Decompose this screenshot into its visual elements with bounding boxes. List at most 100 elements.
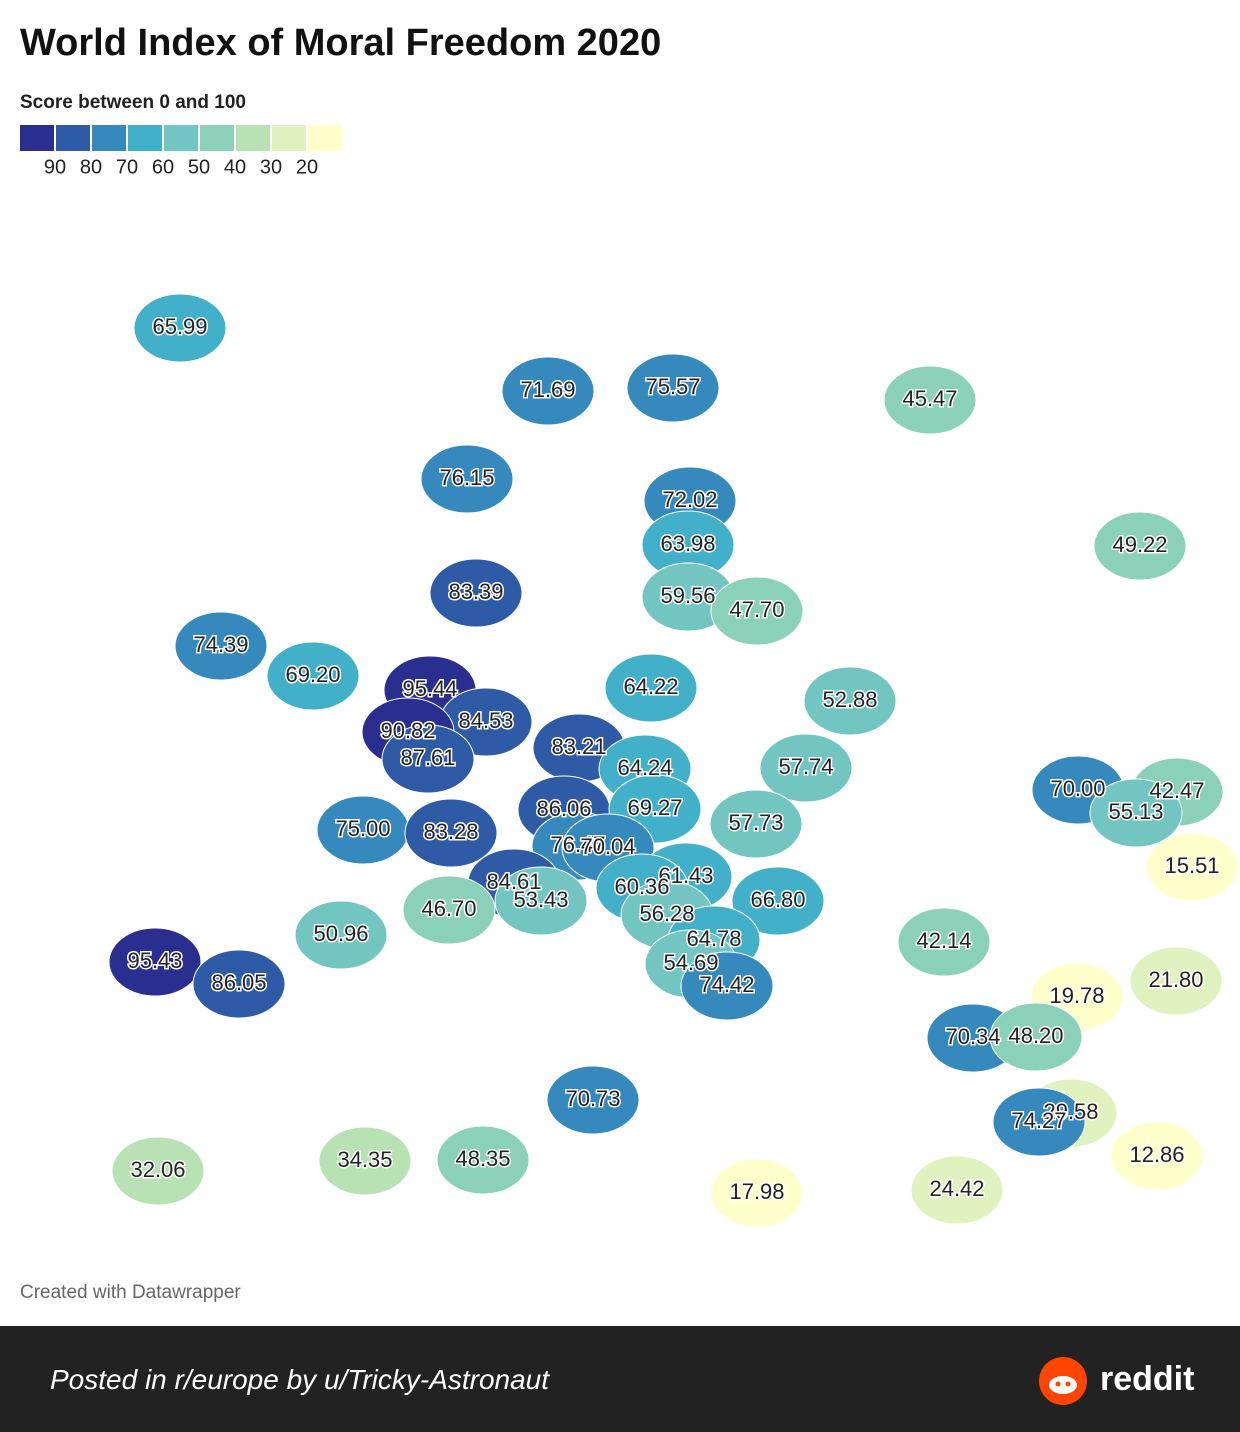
country-value: 64.22: [623, 674, 678, 699]
country-value: 76.15: [439, 465, 494, 490]
country-value: 42.14: [916, 928, 971, 953]
country: [381, 724, 475, 794]
country: [318, 1126, 412, 1196]
country: [604, 653, 698, 723]
country-value: 95.43: [127, 948, 182, 973]
country-value: 74.42: [699, 972, 754, 997]
legend-swatch: [164, 125, 198, 151]
country-value: 53.43: [513, 887, 568, 912]
country: [133, 293, 227, 363]
country-value: 12.86: [1129, 1142, 1184, 1167]
country-value: 69.20: [285, 662, 340, 687]
country: [1145, 832, 1239, 902]
legend-swatch: [272, 125, 306, 151]
country: [803, 666, 897, 736]
country: [680, 951, 774, 1021]
legend-tick: 40: [224, 156, 246, 178]
country-value: 83.28: [423, 819, 478, 844]
country: [436, 1125, 530, 1195]
country-value: 74.27: [1011, 1108, 1066, 1133]
country-value: 84.61: [486, 869, 541, 894]
reddit-logo: [1039, 1357, 1087, 1405]
country-value: 29.58: [1043, 1099, 1098, 1124]
country-value: 54.69: [663, 950, 718, 975]
country: [1089, 778, 1183, 848]
country-value: 52.88: [822, 687, 877, 712]
country-value: 86.06: [536, 796, 591, 821]
country: [989, 1002, 1083, 1072]
country: [192, 949, 286, 1019]
country-value: 63.98: [660, 531, 715, 556]
country: [709, 789, 803, 859]
country: [731, 866, 825, 936]
country-value: 64.78: [686, 926, 741, 951]
country-value: 59.56: [660, 583, 715, 608]
country-value: 70.73: [565, 1086, 620, 1111]
legend-tick: 30: [260, 156, 282, 178]
country-value: 86.05: [211, 970, 266, 995]
legend-swatch: [20, 125, 54, 151]
country: [710, 1158, 804, 1228]
country-value: 71.69: [520, 377, 575, 402]
country-value: 66.80: [750, 887, 805, 912]
footer-bar: [0, 1326, 1240, 1432]
country-value: 56.28: [639, 901, 694, 926]
country: [1093, 511, 1187, 581]
country-value: 15.51: [1164, 853, 1219, 878]
legend-swatch: [308, 125, 342, 151]
country-value: 32.06: [130, 1157, 185, 1182]
country-value: 50.96: [313, 921, 368, 946]
country: [546, 1065, 640, 1135]
country: [910, 1155, 1004, 1225]
country-value: 90.82: [380, 718, 435, 743]
country: [494, 866, 588, 936]
legend-swatch: [128, 125, 162, 151]
country-value: 76.47: [550, 832, 605, 857]
country-value: 57.74: [778, 754, 833, 779]
country: [111, 1136, 205, 1206]
country-value: 83.21: [551, 734, 606, 759]
country-value: 42.47: [1149, 778, 1204, 803]
country-value: 45.47: [902, 386, 957, 411]
legend-tick: 50: [188, 156, 210, 178]
country-value: 17.98: [729, 1179, 784, 1204]
legend-tick: 70: [116, 156, 138, 178]
country: [1129, 946, 1223, 1016]
country-value: 57.73: [728, 810, 783, 835]
country: [294, 900, 388, 970]
country: [420, 444, 514, 514]
country: [108, 927, 202, 997]
legend-tick: 60: [152, 156, 174, 178]
country-value: 46.70: [421, 896, 476, 921]
credit: Created with Datawrapper: [20, 1282, 241, 1303]
country-value: 61.43: [658, 863, 713, 888]
country: [501, 356, 595, 426]
country: [266, 641, 360, 711]
country-value: 55.13: [1108, 799, 1163, 824]
country-value: 60.36: [614, 874, 669, 899]
country: [1110, 1121, 1204, 1191]
country-value: 75.57: [645, 374, 700, 399]
legend-swatch: [200, 125, 234, 151]
country: [174, 611, 268, 681]
country-value: 48.35: [455, 1146, 510, 1171]
legend-swatch: [92, 125, 126, 151]
country-value: 49.22: [1112, 532, 1167, 557]
legend-swatch: [236, 125, 270, 151]
legend-tick: 80: [80, 156, 102, 178]
country: [883, 365, 977, 435]
country: [897, 907, 991, 977]
country-value: 95.44: [402, 676, 457, 701]
country-value: 47.70: [729, 597, 784, 622]
country: [404, 798, 498, 868]
country-value: 74.39: [193, 632, 248, 657]
country: [626, 353, 720, 423]
country-value: 75.00: [335, 816, 390, 841]
country-value: 70.00: [1050, 776, 1105, 801]
country-value: 70.34: [945, 1024, 1000, 1049]
posted-by: Posted in r/europe by u/Tricky-Astronaut: [50, 1364, 550, 1395]
legend-tick: 90: [44, 156, 66, 178]
country-value: 21.80: [1148, 967, 1203, 992]
country: [710, 576, 804, 646]
